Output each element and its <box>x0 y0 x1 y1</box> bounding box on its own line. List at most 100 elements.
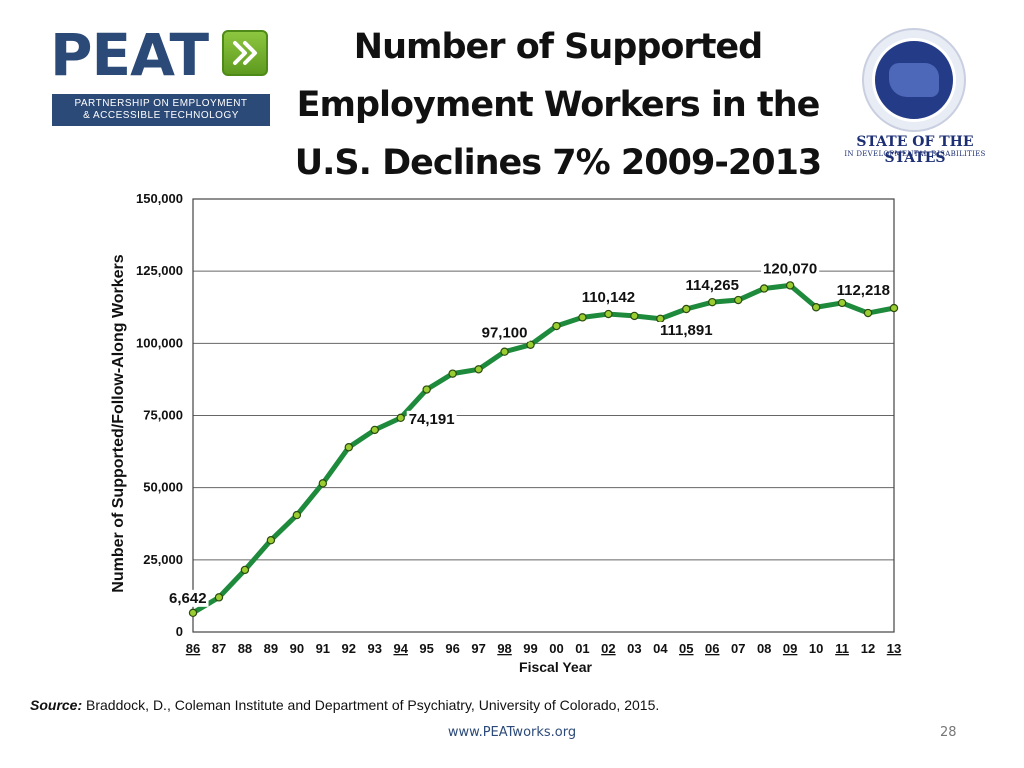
data-label-bg <box>761 260 820 278</box>
seal-subtitle: IN DEVELOPMENTAL DISABILITIES <box>844 150 986 158</box>
us-map-icon <box>889 63 939 97</box>
data-label-bg <box>658 322 715 340</box>
peat-wordmark: PEAT <box>50 21 209 89</box>
title-line-1: Number of Supported <box>353 27 763 67</box>
data-point <box>500 347 509 356</box>
x-tick-label: 90 <box>290 641 304 656</box>
source-citation: Source: Braddock, D., Coleman Institute … <box>30 697 659 713</box>
x-tick-label: 08 <box>757 641 771 656</box>
source-key: Source: <box>30 697 83 713</box>
x-tick-label: 93 <box>368 641 382 656</box>
x-tick-label: 11 <box>835 641 849 656</box>
x-tick-label: 06 <box>705 641 719 656</box>
data-point <box>318 479 328 488</box>
y-tick-label: 125,000 <box>136 263 183 278</box>
peat-logo: PEAT PARTNERSHIP ON EMPLOYMENT & ACCESSI… <box>50 26 272 128</box>
data-point <box>266 536 276 545</box>
x-tick-label: 98 <box>497 641 511 656</box>
title-line-2: Employment Workers in the <box>296 85 821 125</box>
data-label: 6,642 <box>169 590 207 607</box>
data-point <box>474 365 483 374</box>
data-point <box>811 303 821 312</box>
x-tick-label: 00 <box>549 641 563 656</box>
data-point <box>370 425 379 435</box>
x-tick-label: 01 <box>575 641 589 656</box>
x-tick-label: 88 <box>238 641 252 656</box>
data-point <box>344 443 353 452</box>
x-tick-label: 97 <box>471 641 485 656</box>
data-point <box>863 308 873 318</box>
y-tick-label: 0 <box>176 624 183 639</box>
data-label-bg <box>167 589 209 607</box>
x-tick-label: 95 <box>419 641 433 656</box>
x-tick-label: 03 <box>627 641 641 656</box>
x-tick-label: 05 <box>679 641 693 656</box>
data-point <box>214 593 224 602</box>
data-point <box>734 295 743 305</box>
footer-url[interactable]: www.PEATworks.org <box>447 725 577 740</box>
data-label-bg <box>834 282 892 300</box>
series-markers <box>188 281 899 618</box>
data-point <box>240 565 250 575</box>
data-point <box>552 321 561 331</box>
data-label-bg <box>579 289 638 307</box>
data-point <box>188 608 198 618</box>
data-point <box>682 304 691 314</box>
x-tick-label: 94 <box>393 641 408 656</box>
data-point <box>396 413 405 423</box>
data-label: 97,100 <box>482 325 528 342</box>
peat-tagline: PARTNERSHIP ON EMPLOYMENT & ACCESSIBLE T… <box>52 94 270 126</box>
x-tick-label: 92 <box>342 641 356 656</box>
data-point <box>578 313 587 322</box>
data-label: 112,218 <box>837 282 890 299</box>
x-tick-label: 99 <box>523 641 537 656</box>
data-label: 74,191 <box>409 411 455 428</box>
data-point <box>292 510 302 520</box>
slide-title: Number of Supported Employment Workers i… <box>288 18 828 192</box>
data-label-bg <box>683 277 741 295</box>
data-label: 111,891 <box>660 322 713 339</box>
data-point <box>837 298 847 308</box>
data-point <box>785 281 795 290</box>
tagline-line-2: & ACCESSIBLE TECHNOLOGY <box>83 110 239 121</box>
source-text: Braddock, D., Coleman Institute and Depa… <box>82 697 660 713</box>
title-line-3: U.S. Declines 7% 2009-2013 <box>294 143 823 183</box>
x-tick-label: 07 <box>731 641 745 656</box>
data-label: 110,142 <box>582 289 635 306</box>
x-tick-label: 96 <box>445 641 459 656</box>
x-tick-label: 02 <box>601 641 615 656</box>
data-label-bg <box>479 324 530 342</box>
data-labels: 6,642 74,191 97,100 110,142 111,891 114,265 12… <box>167 260 892 607</box>
y-tick-label: 75,000 <box>143 408 183 423</box>
data-point <box>630 311 639 321</box>
x-tick-label: 12 <box>861 641 875 656</box>
double-chevron-right-icon <box>222 30 268 76</box>
line-chart: 0 25,000 50,000 75,000 100,000 125,000 150,000… <box>110 191 901 675</box>
state-of-the-states-seal <box>862 28 966 132</box>
series-line-path <box>191 282 895 615</box>
x-tick-label: 91 <box>316 641 330 656</box>
x-tick-label: 89 <box>264 641 278 656</box>
x-tick-label: 04 <box>653 641 668 656</box>
data-point <box>889 303 899 313</box>
x-tick-label: 13 <box>887 641 901 656</box>
data-point <box>604 309 613 319</box>
x-tick-label: 86 <box>186 641 200 656</box>
seal-title: STATE OF THE STATES <box>856 134 974 166</box>
data-label: 114,265 <box>686 277 739 294</box>
y-axis-label: Number of Supported/Follow-Along Workers <box>110 254 127 592</box>
seal-inner-ring <box>872 38 956 122</box>
slide-number: 28 <box>940 725 957 740</box>
axes: 0 25,000 50,000 75,000 100,000 125,000 150,000… <box>136 191 901 656</box>
data-point <box>526 340 535 349</box>
tagline-line-1: PARTNERSHIP ON EMPLOYMENT <box>74 98 248 109</box>
data-point <box>448 369 457 378</box>
series-line <box>191 282 895 615</box>
y-tick-label: 150,000 <box>136 191 183 206</box>
data-point <box>708 297 717 307</box>
y-tick-label: 50,000 <box>143 480 183 495</box>
y-tick-label: 25,000 <box>143 552 183 567</box>
x-axis-label: Fiscal Year <box>519 659 592 675</box>
x-tick-label: 87 <box>212 641 226 656</box>
x-tick-label: 09 <box>783 641 797 656</box>
